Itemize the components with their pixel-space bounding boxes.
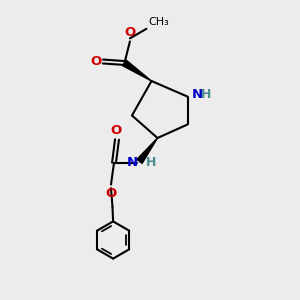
- Text: O: O: [124, 26, 136, 39]
- Text: CH₃: CH₃: [148, 17, 169, 27]
- Polygon shape: [123, 60, 152, 81]
- Text: O: O: [105, 187, 117, 200]
- Text: H: H: [201, 88, 211, 101]
- Text: N: N: [127, 156, 138, 170]
- Text: O: O: [110, 124, 121, 137]
- Text: H: H: [146, 156, 157, 170]
- Polygon shape: [137, 138, 158, 164]
- Text: N: N: [191, 88, 203, 101]
- Text: O: O: [90, 55, 101, 68]
